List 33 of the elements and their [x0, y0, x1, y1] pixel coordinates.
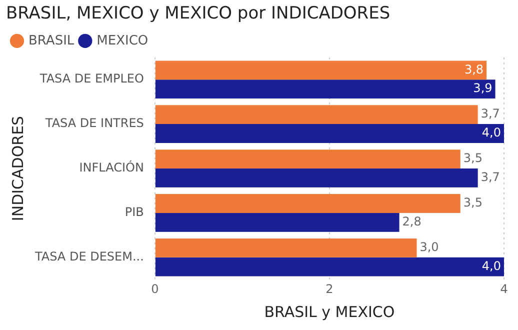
- y-tick-label: TASA DE DESEM...: [34, 250, 144, 264]
- data-label: 4,0: [482, 126, 501, 140]
- bar: [155, 105, 478, 124]
- x-axis-title: BRASIL y MEXICO: [264, 302, 395, 321]
- y-tick-label: TASA DE INTRES: [44, 116, 144, 130]
- data-label: 3,7: [480, 106, 500, 121]
- data-label: 3,5: [463, 151, 482, 166]
- data-label: 3,7: [480, 170, 500, 184]
- data-label: 3,5: [463, 196, 482, 210]
- x-tick-label: 4: [500, 282, 508, 296]
- y-tick-label: PIB: [124, 205, 144, 220]
- bar: [155, 124, 504, 143]
- legend-label: BRASIL: [28, 33, 75, 48]
- data-label: 4,0: [482, 258, 501, 273]
- data-label: 3,8: [464, 62, 484, 76]
- legend-label: MEXICO: [96, 33, 148, 48]
- y-axis-title: INDICADORES: [8, 116, 27, 222]
- x-tick-label: 2: [326, 282, 334, 296]
- chart-title: BRASIL, MEXICO y MEXICO por INDICADORES: [6, 4, 390, 24]
- y-tick-label: INFLACIÓN: [79, 160, 144, 175]
- bar: [155, 238, 417, 258]
- bar: [155, 60, 487, 80]
- bar: [155, 168, 478, 188]
- bar: [155, 194, 460, 213]
- bar: [155, 212, 400, 232]
- bar: [155, 80, 496, 99]
- data-label: 3,9: [473, 81, 492, 96]
- bar: [155, 150, 460, 168]
- data-label: 2,8: [402, 214, 422, 229]
- x-tick-label: 0: [151, 282, 159, 296]
- data-label: 3,0: [420, 240, 439, 254]
- bar: [155, 257, 504, 276]
- y-tick-label: TASA DE EMPLEO: [38, 72, 144, 86]
